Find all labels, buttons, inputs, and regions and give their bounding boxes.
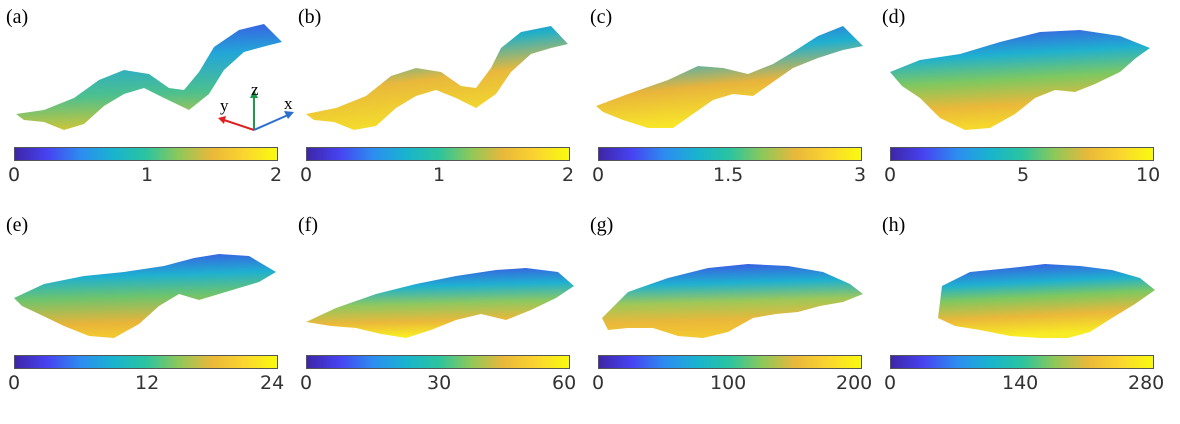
colorbar-tick-mid: 5 bbox=[1017, 164, 1030, 186]
surface-plot-f bbox=[306, 268, 574, 338]
panel-h: (h) 0 140 280 bbox=[880, 210, 1170, 422]
colorbar bbox=[890, 355, 1154, 369]
colorbar-tick-mid: 1 bbox=[433, 164, 446, 186]
colorbar-tick-min: 0 bbox=[300, 164, 313, 186]
panel-a: (a) z y x 0 1 2 bbox=[4, 2, 294, 214]
panel-label: (e) bbox=[6, 214, 29, 236]
colorbar-tick-min: 0 bbox=[300, 372, 313, 394]
colorbar bbox=[598, 147, 862, 161]
colorbar bbox=[598, 355, 862, 369]
colorbar-tick-max: 3 bbox=[854, 164, 867, 186]
panel-e: (e) 0 12 24 bbox=[4, 210, 294, 422]
colorbar bbox=[14, 355, 278, 369]
colorbar-tick-min: 0 bbox=[8, 164, 21, 186]
axis-label-y: y bbox=[220, 96, 229, 115]
colorbar-tick-mid: 12 bbox=[135, 372, 160, 394]
panel-d: (d) 0 5 10 bbox=[880, 2, 1170, 214]
colorbar bbox=[306, 147, 570, 161]
colorbar-tick-max: 2 bbox=[270, 164, 283, 186]
colorbar bbox=[890, 147, 1154, 161]
panel-label: (f) bbox=[298, 214, 318, 236]
surface-plot-h bbox=[938, 264, 1155, 338]
colorbar-tick-mid: 140 bbox=[1002, 372, 1039, 394]
colorbar-tick-min: 0 bbox=[884, 164, 897, 186]
surface-plot-a bbox=[16, 24, 282, 130]
surface-plot-b bbox=[306, 26, 568, 130]
panel-g: (g) 0 100 200 bbox=[588, 210, 878, 422]
colorbar-tick-mid: 30 bbox=[427, 372, 452, 394]
panel-b: (b) 0 1 2 bbox=[296, 2, 586, 214]
panel-label: (c) bbox=[590, 6, 613, 28]
surface-plot-e bbox=[14, 254, 276, 338]
colorbar-tick-mid: 100 bbox=[710, 372, 747, 394]
colorbar-tick-max: 280 bbox=[1128, 372, 1165, 394]
coordinate-axes: z y x bbox=[214, 80, 304, 142]
axis-label-z: z bbox=[251, 80, 259, 99]
panel-label: (d) bbox=[882, 6, 906, 28]
colorbar-tick-min: 0 bbox=[592, 372, 605, 394]
panel-label: (b) bbox=[298, 6, 322, 28]
colorbar bbox=[306, 355, 570, 369]
colorbar-tick-mid: 1.5 bbox=[713, 164, 744, 186]
colorbar-tick-max: 60 bbox=[552, 372, 577, 394]
axis-label-x: x bbox=[284, 94, 293, 113]
colorbar bbox=[14, 147, 278, 161]
colorbar-tick-min: 0 bbox=[8, 372, 21, 394]
panel-f: (f) 0 30 60 bbox=[296, 210, 586, 422]
surface-plot-g bbox=[602, 264, 863, 338]
colorbar-tick-mid: 1 bbox=[141, 164, 154, 186]
colorbar-tick-min: 0 bbox=[884, 372, 897, 394]
colorbar-tick-max: 2 bbox=[562, 164, 575, 186]
colorbar-tick-max: 10 bbox=[1136, 164, 1161, 186]
panel-label: (h) bbox=[882, 214, 906, 236]
panel-c: (c) 0 1.5 3 bbox=[588, 2, 878, 214]
panel-label: (g) bbox=[590, 214, 614, 236]
colorbar-tick-max: 200 bbox=[836, 372, 873, 394]
panel-label: (a) bbox=[6, 6, 29, 28]
surface-plot-d bbox=[890, 30, 1150, 130]
colorbar-tick-max: 24 bbox=[260, 372, 285, 394]
colorbar-tick-min: 0 bbox=[592, 164, 605, 186]
surface-plot-c bbox=[596, 26, 863, 128]
